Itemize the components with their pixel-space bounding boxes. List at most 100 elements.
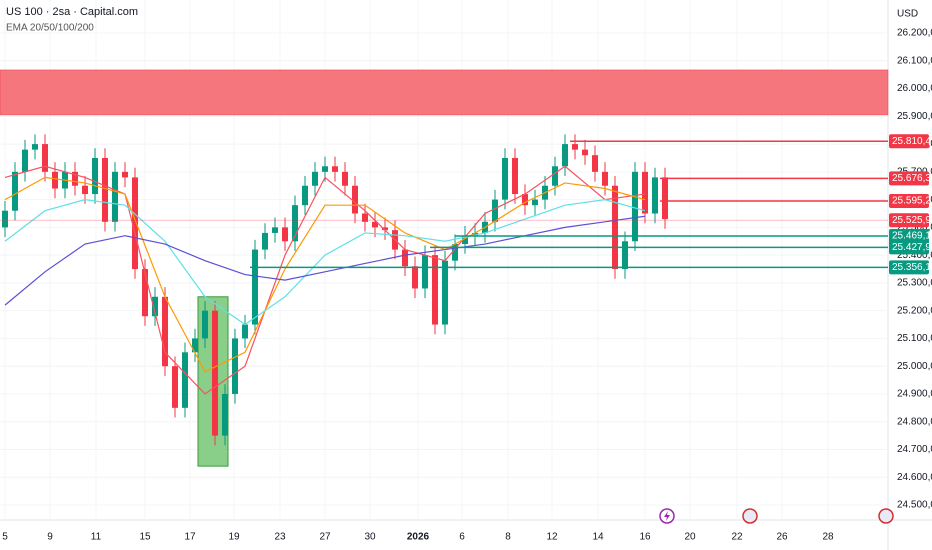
x-tick-label: 8 (505, 532, 511, 543)
flag-icon[interactable] (742, 508, 758, 524)
level-label-bg (889, 134, 929, 149)
currency: USD (897, 9, 918, 20)
ema-line (4, 165, 646, 395)
candle-body (212, 310, 218, 436)
candle-body (362, 213, 368, 222)
indicator-label: EMA 20/50/100/200 (6, 23, 94, 34)
candle-body (382, 227, 388, 231)
candle-body (342, 171, 348, 186)
x-tick-label: 15 (139, 532, 151, 543)
candle-body (632, 171, 638, 242)
x-tick-label: 19 (228, 532, 240, 543)
y-tick-label: 25.100,0 (897, 333, 932, 344)
level-label: 25.469,1 (892, 231, 931, 242)
y-tick-label: 24.600,0 (897, 472, 932, 483)
candle-body (242, 324, 248, 339)
x-tick-label: 11 (91, 532, 102, 543)
flag-icon[interactable] (878, 508, 894, 524)
y-tick-label: 26.200,0 (897, 28, 932, 39)
candle-body (282, 227, 288, 242)
x-tick-label: 14 (592, 532, 604, 543)
candle-body (422, 255, 428, 289)
level-label-bg (889, 240, 929, 255)
ema-line (4, 199, 646, 326)
x-tick-label: 27 (319, 532, 331, 543)
candle-body (432, 255, 438, 325)
candle-body (442, 260, 448, 325)
candle-body (202, 310, 208, 339)
candle-body (592, 155, 598, 172)
candle-body (402, 249, 408, 267)
candle-body (42, 144, 48, 172)
candle-body (232, 338, 238, 394)
x-tick-label: 22 (731, 532, 743, 543)
candle-body (142, 269, 148, 317)
y-tick-label: 24.800,0 (897, 416, 932, 427)
candle-body (412, 266, 418, 289)
level-label: 25.810,4 (892, 136, 931, 147)
candle-body (72, 171, 78, 186)
candle-body (602, 171, 608, 186)
candle-body (122, 171, 128, 178)
candle-body (192, 338, 198, 353)
y-tick-label: 25.900,0 (897, 111, 932, 122)
candle-body (292, 205, 298, 242)
ema-line (4, 176, 646, 373)
candle-body (322, 166, 328, 172)
candle-body (272, 227, 278, 233)
candle-body (302, 185, 308, 206)
event-icon-bolt (664, 511, 670, 521)
candle-body (102, 157, 108, 222)
level-label: 25.427,9 (892, 242, 931, 253)
candle-body (92, 157, 98, 195)
candle-body (2, 210, 8, 228)
candle-body (552, 166, 558, 186)
candle-body (32, 144, 38, 150)
candle-body (642, 171, 648, 214)
x-tick-label: 26 (776, 532, 788, 543)
chart-title: US 100 · 2sa · Capital.com (6, 6, 138, 18)
candle-body (622, 241, 628, 270)
candle-body (652, 177, 658, 214)
resistance-zone (0, 69, 889, 116)
candle-body (332, 166, 338, 172)
candle-body (312, 171, 318, 186)
x-tick-label: 16 (639, 532, 651, 543)
candle-body (492, 199, 498, 222)
y-tick-label: 25.500,0 (897, 222, 932, 233)
candle-body (562, 144, 568, 167)
candle-body (582, 149, 588, 156)
y-tick-label: 24.500,0 (897, 500, 932, 511)
y-tick-label: 25.200,0 (897, 305, 932, 316)
x-tick-label: 30 (364, 532, 376, 543)
candle-body (12, 171, 18, 211)
x-tick-label: 28 (822, 532, 834, 543)
candle-body (452, 244, 458, 261)
y-tick-label: 24.700,0 (897, 444, 932, 455)
candle-body (182, 352, 188, 408)
x-tick-label: 20 (684, 532, 696, 543)
x-tick-label: 2026 (407, 532, 430, 543)
candle-body (612, 185, 618, 270)
level-label-bg (889, 260, 929, 275)
y-tick-label: 25.300,0 (897, 278, 932, 289)
candle-body (472, 232, 478, 236)
candle-body (112, 171, 118, 222)
candle-body (522, 194, 528, 206)
candle-body (82, 185, 88, 195)
candle-body (532, 199, 538, 206)
candle-body (662, 177, 668, 220)
ema-line (4, 215, 646, 306)
plot (0, 0, 889, 520)
candle-body (162, 296, 168, 367)
level-label-bg (889, 193, 929, 208)
level-label-bg (889, 213, 929, 228)
candle-body (22, 149, 28, 172)
level-label: 25.525,9 (892, 215, 931, 226)
y-tick-label: 24.900,0 (897, 389, 932, 400)
candle-body (222, 393, 228, 436)
x-tick-label: 17 (184, 532, 196, 543)
level-label: 25.676,3 (892, 173, 931, 184)
candle-body (172, 366, 178, 408)
